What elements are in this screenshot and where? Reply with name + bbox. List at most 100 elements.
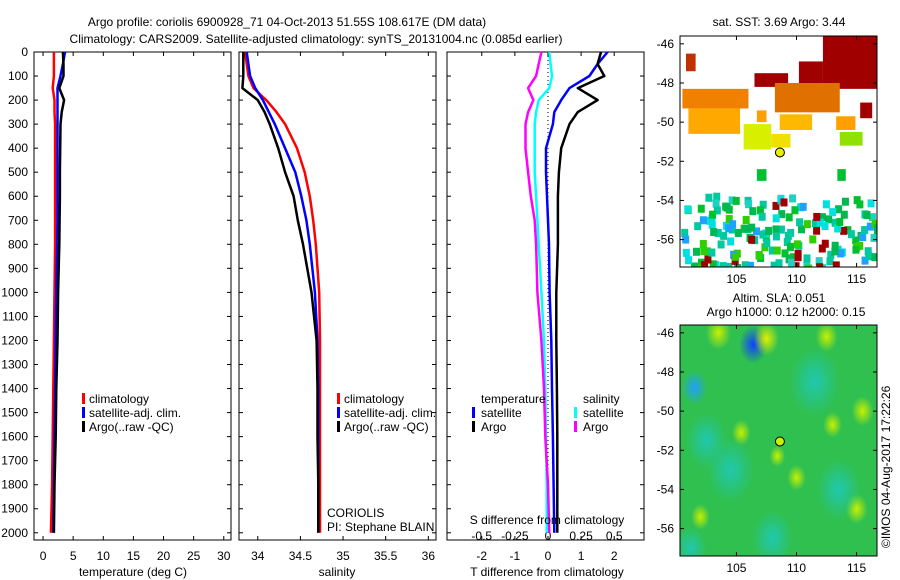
s-difference-axis-label: S difference from climatology — [470, 513, 625, 527]
sst-cell — [813, 212, 821, 221]
sst-cell — [759, 230, 767, 239]
temperature-axis-label: temperature (deg C) — [79, 565, 187, 579]
sst-cell — [682, 235, 690, 244]
sst-cell — [832, 261, 840, 267]
sst-cell — [840, 210, 848, 219]
salinity-legend: climatology satellite-adj. clim. Argo(..… — [327, 392, 436, 534]
sst-cell — [681, 228, 689, 237]
sst-cell — [794, 253, 802, 262]
depth-tick-label: 100 — [8, 69, 28, 83]
sst-cell — [852, 236, 860, 245]
legend-label: satellite — [481, 406, 522, 420]
sst-patch — [822, 36, 877, 89]
sst-cell — [816, 263, 824, 267]
legend-swatch-s-satellite — [574, 407, 577, 418]
depth-tick-label: 1400 — [1, 382, 28, 396]
lat-tick-label: -50 — [657, 404, 675, 418]
sst-cell — [710, 228, 718, 237]
depth-tick-label: 300 — [8, 117, 28, 131]
sst-map: 105 110 115 -46 -48 -50 -52 -54 -56 — [657, 35, 878, 286]
depth-tick-label: 400 — [8, 141, 28, 155]
legend-label: satellite-adj. clim. — [89, 406, 181, 420]
s-tick-label: 0.25 — [569, 529, 593, 543]
depth-tick-label: 1500 — [1, 406, 28, 420]
sst-cell — [770, 261, 778, 267]
legend-swatch-satellite — [82, 407, 85, 418]
sst-cell — [826, 257, 834, 266]
figure-title-line1: Argo profile: coriolis 6900928_71 04-Oct… — [88, 15, 486, 29]
x-tick-label: 0 — [545, 549, 552, 563]
sla-blob — [769, 445, 786, 467]
sla-blob — [752, 510, 793, 556]
map-body — [680, 325, 877, 556]
sst-cell — [815, 257, 823, 266]
depth-tick-label: 1600 — [1, 430, 28, 444]
sst-cell — [831, 218, 839, 227]
sst-patch — [836, 116, 856, 130]
sst-cell — [871, 253, 877, 262]
sst-cell — [870, 233, 877, 242]
sst-cell — [685, 256, 693, 265]
x-tick-label: 34 — [251, 549, 265, 563]
sst-patch — [860, 102, 873, 119]
depth-tick-label: 600 — [8, 189, 28, 203]
sst-cell — [775, 259, 783, 267]
lat-tick-label: -48 — [657, 76, 675, 90]
sst-cell — [853, 196, 861, 205]
sst-cell — [749, 207, 757, 216]
sst-cell — [865, 252, 873, 261]
sst-cell — [871, 219, 877, 228]
series-line-climatology — [49, 52, 57, 533]
lat-tick-label: -46 — [657, 326, 675, 340]
sst-cell — [699, 216, 707, 225]
x-tick-label: 25 — [187, 549, 201, 563]
lat-tick-label: -56 — [657, 233, 675, 247]
sst-cell — [831, 241, 839, 250]
s-tick-label: -0.5 — [471, 529, 492, 543]
sst-cell — [825, 215, 833, 224]
sst-cell — [834, 224, 842, 233]
sla-blob — [691, 504, 710, 530]
legend-label: Argo(..raw -QC) — [344, 420, 429, 434]
sst-patch — [743, 124, 772, 150]
sst-cell — [836, 217, 844, 226]
sst-cell — [768, 246, 776, 255]
sst-cell — [772, 214, 780, 223]
salinity-panel: 34 34.5 35 35.5 36 — [238, 51, 437, 563]
sst-cell — [684, 205, 692, 214]
difference-legend: temperature salinity satellite Argo sate… — [472, 392, 624, 434]
x-tick-label: 35 — [336, 549, 350, 563]
x-tick-label: 15 — [127, 549, 141, 563]
sst-map-title: sat. SST: 3.69 Argo: 3.44 — [713, 15, 846, 29]
sst-cell — [874, 224, 877, 233]
sst-cell — [811, 219, 819, 228]
sst-cell — [697, 264, 705, 267]
temperature-panel: 0100200300400500600700800900100011001200… — [1, 45, 232, 563]
sla-blob — [680, 526, 707, 556]
sst-cell — [786, 242, 794, 251]
sst-cell — [864, 247, 872, 256]
x-tick-label: 5 — [70, 549, 77, 563]
sst-cell — [700, 247, 708, 256]
sst-cell — [803, 254, 811, 263]
lon-tick-label: 115 — [847, 561, 866, 575]
sla-blob — [787, 464, 806, 491]
lat-tick-label: -52 — [657, 443, 675, 457]
sla-blob — [851, 396, 874, 426]
sst-cell — [753, 227, 761, 236]
depth-tick-label: 1100 — [2, 309, 28, 323]
legend-label: satellite-adj. clim. — [344, 406, 436, 420]
lat-tick-label: -56 — [657, 522, 675, 536]
series-line-argo-raw-qc- — [241, 52, 320, 533]
series-line-argo-raw-qc- — [52, 51, 66, 533]
legend-label: Argo(..raw -QC) — [89, 420, 174, 434]
sst-cell — [835, 205, 843, 214]
sst-cell — [704, 255, 712, 264]
x-tick-label: 0 — [40, 549, 47, 563]
sst-cell — [748, 223, 756, 232]
x-tick-label: 2 — [611, 549, 618, 563]
sst-patch — [798, 61, 823, 85]
depth-tick-label: 1200 — [1, 333, 28, 347]
depth-tick-label: 1800 — [1, 478, 28, 492]
